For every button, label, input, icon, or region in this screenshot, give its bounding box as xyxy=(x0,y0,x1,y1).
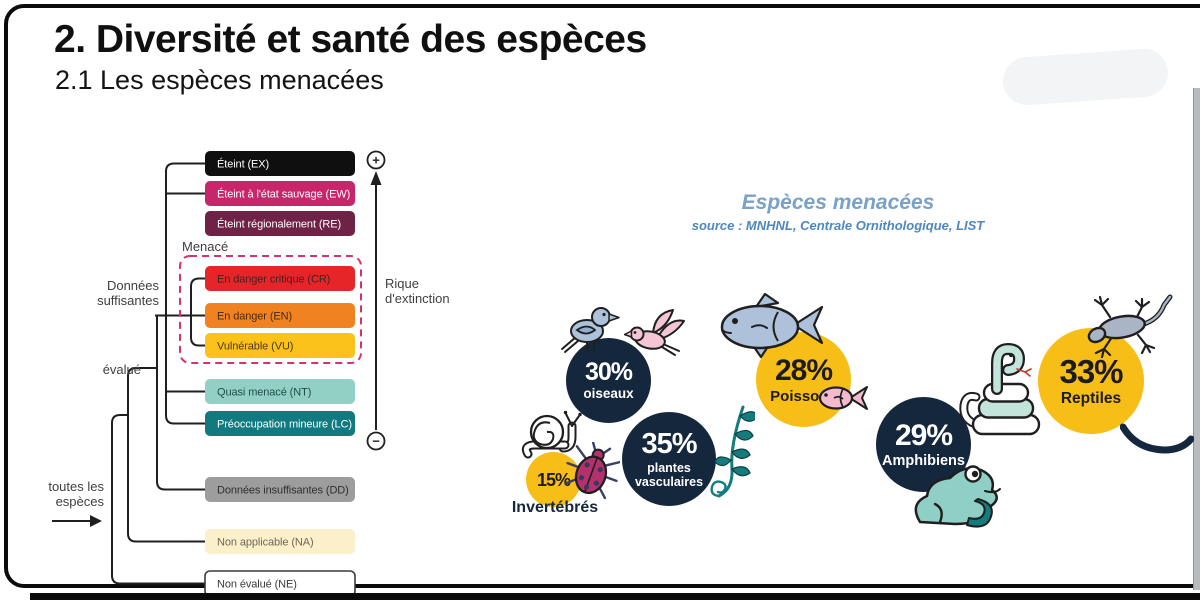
snake-icon xyxy=(959,342,1041,436)
class-box-vu: Vulnérable (VU) xyxy=(205,333,355,358)
bubble-reptiles: 33% Reptiles xyxy=(1038,328,1144,434)
background-smudge xyxy=(1001,47,1170,107)
svg-text:−: − xyxy=(372,434,380,449)
slide-frame: 2. Diversité et santé des espèces 2.1 Le… xyxy=(4,4,1200,597)
svg-text:suffisantes: suffisantes xyxy=(97,293,159,308)
label-invertebres: Invertébrés xyxy=(511,499,599,516)
all-species-label: toutes les espèces xyxy=(48,479,104,509)
plus-icon xyxy=(366,150,386,170)
class-box-lc: Préoccupation mineure (LC) xyxy=(205,411,355,436)
svg-text:En danger (EN): En danger (EN) xyxy=(217,311,292,323)
pct-reptiles: 33% xyxy=(1059,353,1123,391)
iucn-classification-diagram: Menacé Éteint (EX) Éteint à l'état sauva… xyxy=(48,150,450,597)
page-title: 2. Diversité et santé des espèces xyxy=(54,18,647,61)
pct-plantes: 35% xyxy=(641,428,697,460)
pink-bird-icon xyxy=(624,309,685,356)
bubble-plantes: 35% plantes vasculaires xyxy=(622,412,716,506)
svg-text:d'extinction: d'extinction xyxy=(385,291,450,306)
blue-bird-icon xyxy=(561,307,620,353)
label-oiseaux: oiseaux xyxy=(583,386,634,402)
pct-poissons: 28% xyxy=(774,353,833,387)
pct-amphibiens: 29% xyxy=(894,418,953,452)
bubble-amphibiens: 29% Amphibiens xyxy=(876,397,971,492)
decorative-arc xyxy=(1120,423,1194,454)
threatened-group-outline xyxy=(179,255,362,364)
beetle-icon xyxy=(564,442,620,500)
extinction-risk-axis: + − Rique d'extinction xyxy=(366,150,450,451)
label-plantes-2: vasculaires xyxy=(634,474,704,489)
label-amphibiens: Amphibiens xyxy=(882,452,965,469)
page-subtitle: 2.1 Les espèces menacées xyxy=(55,65,384,95)
chart-source: source : MNHNL, Centrale Ornithologique,… xyxy=(691,218,985,233)
lizard-icon xyxy=(1087,294,1173,359)
svg-text:Vulnérable (VU): Vulnérable (VU) xyxy=(217,341,293,353)
bubble-invertebres: 15% xyxy=(526,452,581,507)
svg-text:Données: Données xyxy=(107,278,160,293)
class-box-ex: Éteint (EX) xyxy=(205,151,355,176)
minus-icon xyxy=(366,431,386,451)
svg-text:Données insuffisantes (DD): Données insuffisantes (DD) xyxy=(217,485,349,497)
svg-text:Éteint à l'état sauvage (EW): Éteint à l'état sauvage (EW) xyxy=(217,188,350,201)
snail-icon xyxy=(521,410,582,459)
chart-title: Espèces menacées xyxy=(741,191,935,214)
pct-invertebres: 15% xyxy=(536,469,571,490)
small-fish-icon xyxy=(818,386,868,410)
label-plantes: plantes xyxy=(647,461,691,475)
class-box-dd: Données insuffisantes (DD) xyxy=(205,477,355,502)
fern-icon xyxy=(710,405,755,498)
svg-text:espèces: espèces xyxy=(56,494,105,509)
tree-connectors xyxy=(111,162,205,585)
label-reptiles: Reptiles xyxy=(1060,390,1122,408)
svg-text:Non évalué (NE): Non évalué (NE) xyxy=(217,579,297,591)
frog-icon xyxy=(914,465,1001,528)
class-box-re: Éteint régionalement (RE) xyxy=(205,211,355,236)
threatened-group-label: Menacé xyxy=(182,239,228,254)
class-box-ew: Éteint à l'état sauvage (EW) xyxy=(205,181,355,206)
svg-text:Préoccupation mineure (LC): Préoccupation mineure (LC) xyxy=(217,419,352,431)
pct-oiseaux: 30% xyxy=(584,358,633,387)
class-box-na: Non applicable (NA) xyxy=(205,529,355,554)
svg-text:toutes les: toutes les xyxy=(48,479,104,494)
svg-text:Éteint régionalement (RE): Éteint régionalement (RE) xyxy=(217,218,341,231)
big-fish-icon xyxy=(720,292,824,359)
class-box-nt: Quasi menacé (NT) xyxy=(205,379,355,404)
class-box-ne: Non évalué (NE) xyxy=(204,570,356,597)
class-box-cr: En danger critique (CR) xyxy=(205,266,355,291)
class-box-en: En danger (EN) xyxy=(205,303,355,328)
svg-text:Éteint (EX): Éteint (EX) xyxy=(217,158,269,171)
risk-label: Rique xyxy=(385,276,419,291)
bubble-oiseaux: 30% oiseaux xyxy=(566,338,651,423)
svg-text:En danger critique (CR): En danger critique (CR) xyxy=(217,274,330,286)
evaluated-label: évalué xyxy=(103,362,141,377)
svg-text:Quasi menacé (NT): Quasi menacé (NT) xyxy=(217,387,311,399)
all-species-arrow xyxy=(52,515,102,527)
svg-text:Non applicable (NA): Non applicable (NA) xyxy=(217,537,314,549)
svg-text:+: + xyxy=(372,153,380,168)
bottom-black-bar xyxy=(30,593,1200,600)
sufficient-data-label: Données suffisantes xyxy=(97,278,159,308)
page-edge-strip xyxy=(1193,88,1200,590)
